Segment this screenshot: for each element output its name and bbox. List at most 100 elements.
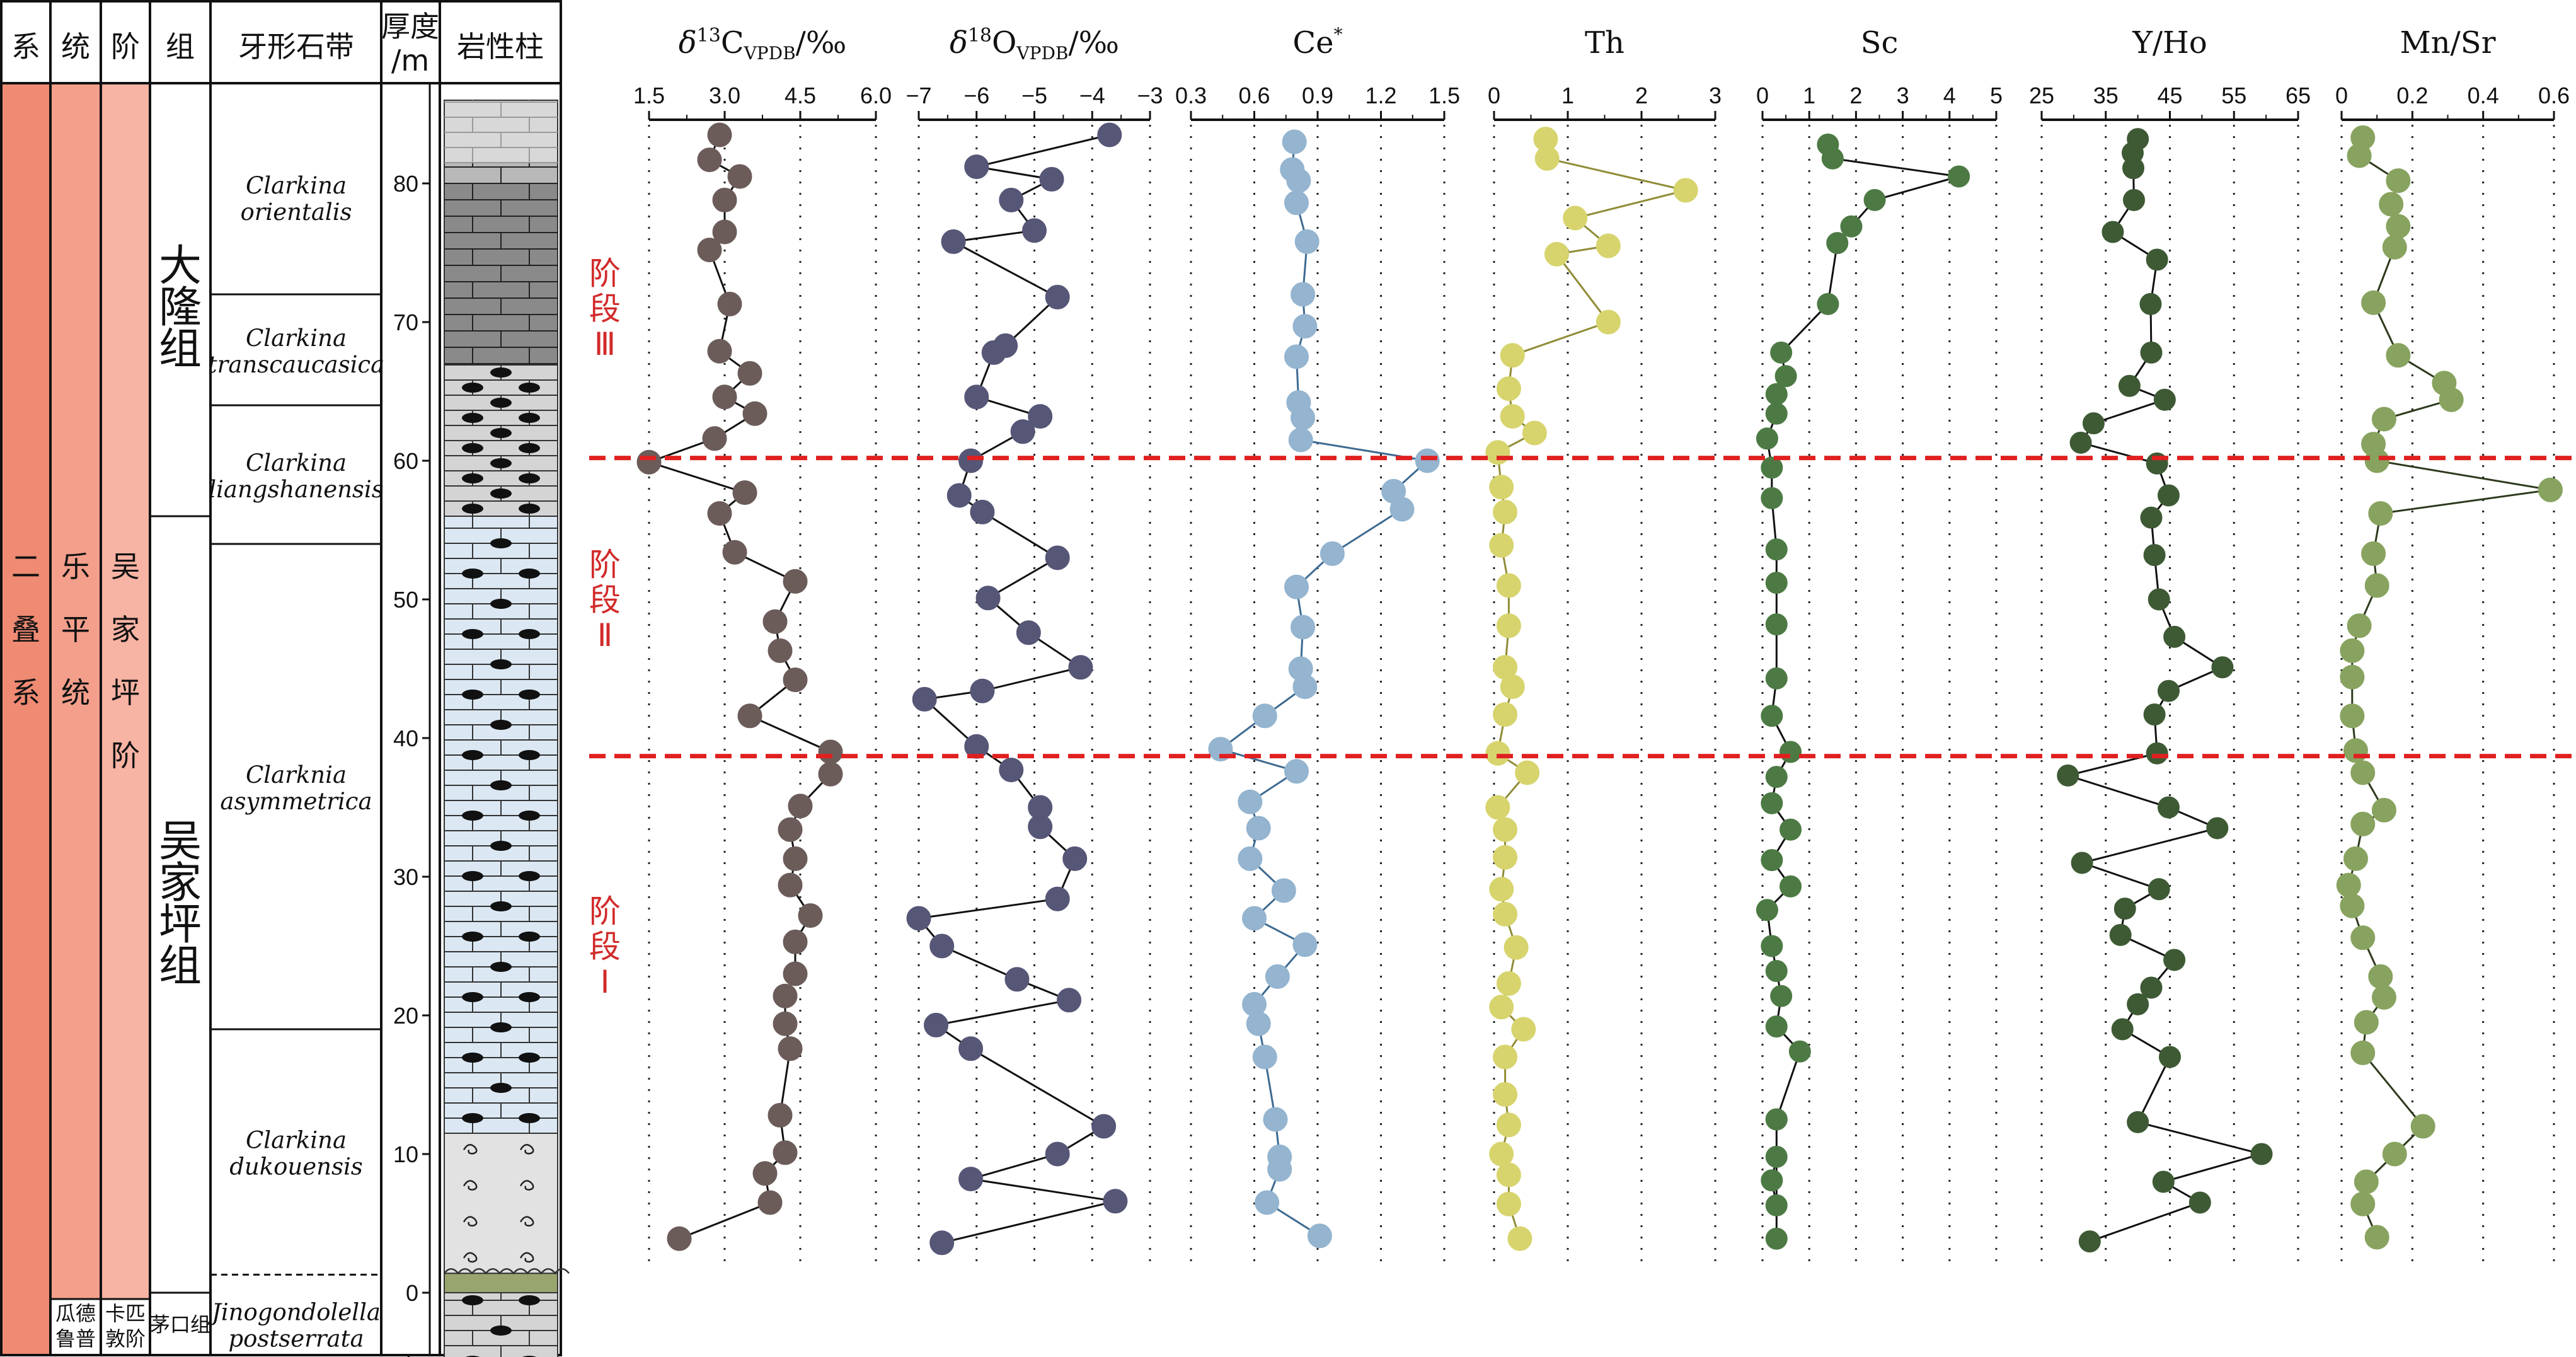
data-point-c13 bbox=[773, 1011, 798, 1036]
title-isotope: 13 bbox=[697, 25, 721, 47]
data-point-th bbox=[1496, 1162, 1521, 1187]
data-point-mnsr bbox=[2347, 143, 2372, 168]
data-point-c13 bbox=[783, 846, 808, 871]
zone-species-label: orientalis bbox=[240, 199, 352, 226]
data-point-c13 bbox=[798, 903, 823, 928]
title-ce: Ce bbox=[1292, 25, 1333, 61]
panel-tick-label: −6 bbox=[963, 83, 989, 108]
stage-boundaries bbox=[589, 456, 2576, 759]
stage-label-char: Ⅲ bbox=[594, 326, 616, 362]
data-point-ce bbox=[1282, 129, 1307, 154]
data-point-mnsr bbox=[2350, 811, 2376, 836]
data-point-ce bbox=[1267, 1157, 1292, 1182]
data-point-yho bbox=[2163, 625, 2186, 648]
data-point-yho bbox=[2102, 221, 2124, 243]
data-point-mnsr bbox=[2347, 613, 2372, 638]
data-point-c13 bbox=[717, 291, 742, 316]
data-point-ce bbox=[1238, 789, 1263, 814]
stage-column-fill bbox=[101, 83, 150, 1355]
header-conodont-zone: 牙形石带 bbox=[238, 30, 354, 64]
formation-label: 茅口组 bbox=[150, 1313, 210, 1337]
data-point-ce bbox=[1291, 615, 1316, 640]
panel-sc: Sc 0 1 2 3 4 5 bbox=[1756, 25, 2003, 1267]
data-point-o18 bbox=[912, 686, 937, 712]
title-element: C bbox=[721, 25, 744, 61]
zone-species-label: asymmetrica bbox=[220, 788, 372, 815]
data-point-o18 bbox=[1045, 886, 1070, 911]
stage-label-char: 段 bbox=[589, 291, 621, 327]
data-point-o18 bbox=[999, 187, 1024, 212]
panel-title-sc: Sc bbox=[1861, 25, 1899, 61]
data-point-sc bbox=[1765, 1227, 1788, 1250]
data-point-o18 bbox=[1016, 620, 1041, 645]
data-point-sc bbox=[1765, 960, 1788, 983]
data-point-c13 bbox=[737, 361, 762, 386]
data-point-ce bbox=[1265, 964, 1290, 989]
lith-chert-nodule bbox=[519, 413, 540, 423]
panel-tick-label: 4 bbox=[1943, 83, 1956, 108]
data-point-mnsr bbox=[2371, 797, 2396, 823]
data-point-sc bbox=[1788, 1040, 1811, 1063]
data-point-mnsr bbox=[2340, 703, 2365, 729]
data-point-th bbox=[1489, 877, 1514, 902]
system-label-char: 叠 bbox=[11, 613, 40, 647]
data-point-th bbox=[1489, 475, 1514, 500]
panel-yho: Y/Ho 25 35 45 55 65 bbox=[2029, 25, 2311, 1267]
data-point-ce bbox=[1294, 229, 1320, 254]
lith-chert-nodule bbox=[462, 690, 483, 700]
data-point-ce bbox=[1246, 816, 1271, 841]
lith-chert-nodule bbox=[462, 413, 483, 423]
data-point-th bbox=[1493, 817, 1518, 842]
series-column-fill bbox=[50, 83, 101, 1355]
data-point-yho bbox=[2071, 852, 2093, 874]
lith-chert-nodule bbox=[519, 504, 540, 514]
lithology-column bbox=[444, 100, 570, 1357]
series-lower-label: 瓜德 bbox=[55, 1302, 96, 1325]
data-point-c13 bbox=[702, 426, 727, 451]
system-label-char: 系 bbox=[11, 676, 40, 710]
stage-lower-fill bbox=[101, 1299, 150, 1355]
data-point-o18 bbox=[924, 1012, 949, 1037]
data-point-mnsr bbox=[2340, 893, 2365, 918]
lith-fossil-symbol bbox=[519, 1180, 534, 1191]
data-point-ce bbox=[1292, 314, 1318, 339]
lith-fossil-limestone bbox=[444, 1133, 558, 1274]
data-point-c13 bbox=[707, 501, 732, 526]
data-point-ce bbox=[1320, 541, 1345, 566]
lith-fossil-symbol bbox=[463, 1144, 478, 1155]
zone-genus-label: Clarkina bbox=[246, 325, 347, 352]
data-point-mnsr bbox=[2368, 501, 2393, 526]
lith-chert-nodule bbox=[462, 932, 483, 942]
data-point-ce bbox=[1389, 497, 1415, 522]
data-point-ce bbox=[1286, 168, 1311, 193]
data-point-th bbox=[1504, 935, 1529, 960]
panel-tick-label: 55 bbox=[2221, 83, 2246, 108]
data-point-o18 bbox=[929, 933, 955, 959]
data-point-sc bbox=[1863, 188, 1886, 211]
title-standard: VPDB bbox=[744, 43, 796, 64]
data-point-yho bbox=[2157, 484, 2180, 507]
lith-chert-nodule bbox=[490, 398, 512, 408]
data-point-o18 bbox=[929, 1230, 955, 1256]
data-point-mnsr bbox=[2350, 1191, 2376, 1216]
data-point-ce bbox=[1307, 1223, 1332, 1249]
panel-tick-label: 2 bbox=[1849, 83, 1862, 108]
data-point-yho bbox=[2163, 949, 2186, 971]
series-line-sc bbox=[1766, 144, 1960, 1239]
data-point-c13 bbox=[712, 219, 737, 245]
data-point-o18 bbox=[964, 154, 989, 180]
panel-title-ce: Ce* bbox=[1292, 24, 1342, 61]
stage-lower-label: 敦阶 bbox=[105, 1327, 146, 1351]
data-point-th bbox=[1493, 845, 1518, 870]
data-point-mnsr bbox=[2410, 1114, 2435, 1139]
data-point-sc bbox=[1770, 985, 1793, 1007]
panel-tick-label: 25 bbox=[2029, 83, 2054, 108]
stage-label-char: 段 bbox=[589, 582, 621, 618]
panel-tick-label: −3 bbox=[1137, 83, 1163, 108]
panel-tick-label: −5 bbox=[1021, 83, 1047, 108]
lith-chert-nodule bbox=[462, 443, 483, 453]
data-point-th bbox=[1485, 795, 1510, 820]
